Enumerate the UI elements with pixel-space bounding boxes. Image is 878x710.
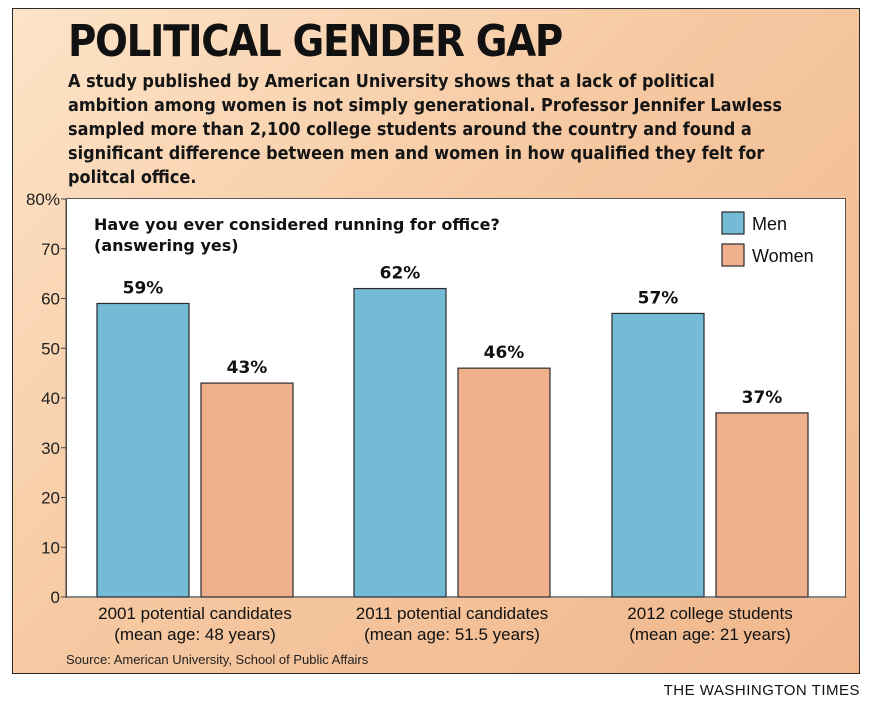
bar-chart: 0 10 20 30 40 50 60 70 80% Have you ever consider… — [0, 0, 878, 710]
data-label: 59% — [123, 278, 164, 298]
bar-men — [612, 313, 704, 597]
bar-men — [354, 289, 446, 597]
bar-men — [97, 303, 189, 597]
data-label: 46% — [484, 343, 525, 363]
y-tick-label: 70 — [41, 240, 60, 259]
x-tick-sublabel: (mean age: 48 years) — [114, 625, 276, 644]
y-tick-label: 80% — [26, 190, 60, 209]
data-label: 57% — [638, 288, 679, 308]
y-tick-label: 10 — [41, 538, 60, 557]
y-tick-label: 20 — [41, 489, 60, 508]
legend-label-men: Men — [752, 214, 787, 234]
x-tick-label: 2001 potential candidates — [98, 604, 292, 623]
x-tick-label: 2011 potential candidates — [356, 604, 549, 623]
bar-women — [458, 368, 550, 597]
y-tick-label: 0 — [51, 588, 60, 607]
x-tick-label: 2012 college students — [627, 604, 792, 623]
bar-women — [716, 413, 808, 597]
source-note: Source: American University, School of P… — [66, 652, 368, 667]
publisher-credit: THE WASHINGTON TIMES — [664, 682, 860, 699]
data-label: 37% — [742, 388, 783, 408]
x-tick-sublabel: (mean age: 51.5 years) — [364, 625, 540, 644]
chart-question: Have you ever considered running for off… — [94, 215, 500, 234]
legend-swatch-women — [722, 244, 744, 266]
y-tick-label: 60 — [41, 290, 60, 309]
x-tick-sublabel: (mean age: 21 years) — [629, 625, 791, 644]
legend-label-women: Women — [752, 246, 814, 266]
y-tick-label: 50 — [41, 339, 60, 358]
y-tick-label: 40 — [41, 389, 60, 408]
chart-question-note: (answering yes) — [94, 236, 239, 255]
bar-women — [201, 383, 293, 597]
y-tick-label: 30 — [41, 439, 60, 458]
legend-swatch-men — [722, 212, 744, 234]
data-label: 43% — [227, 358, 268, 378]
data-label: 62% — [380, 264, 421, 284]
